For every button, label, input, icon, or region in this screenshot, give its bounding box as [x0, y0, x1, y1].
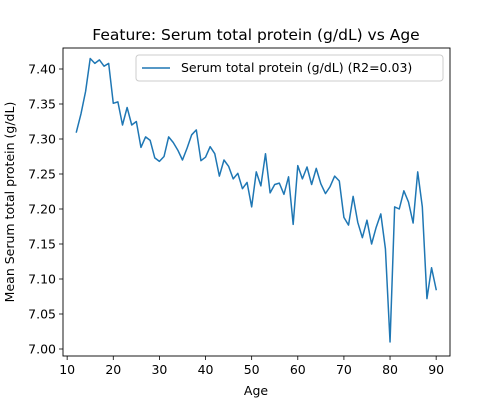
- x-tick-label: 60: [290, 362, 306, 377]
- y-tick-label: 7.25: [28, 167, 56, 182]
- y-tick-label: 7.10: [28, 272, 56, 287]
- series-layer: [75, 57, 438, 343]
- y-tick-label: 7.30: [28, 132, 56, 147]
- y-tick-label: 7.00: [28, 342, 56, 357]
- x-tick-label: 40: [198, 362, 214, 377]
- x-tick-label: 80: [382, 362, 398, 377]
- y-tick-label: 7.05: [28, 307, 56, 322]
- legend-box: [135, 54, 444, 82]
- x-tick-label: 10: [59, 362, 75, 377]
- x-tick-label: 30: [151, 362, 167, 377]
- x-axis: 10 20 30 40 50 60 70 80 90: [59, 356, 444, 377]
- x-tick-label: 70: [336, 362, 352, 377]
- x-tick-label: 90: [428, 362, 444, 377]
- y-tick-label: 7.35: [28, 97, 56, 112]
- x-axis-label: Age: [244, 383, 268, 398]
- y-tick-label: 7.20: [28, 202, 56, 217]
- series-line: [75, 57, 438, 343]
- x-tick-label: 20: [105, 362, 121, 377]
- plot-area-frame: [62, 47, 451, 357]
- y-tick-label: 7.40: [28, 62, 56, 77]
- y-axis: 7.00 7.05 7.10 7.15 7.20 7.25 7.30 7.35 7.40: [28, 62, 63, 357]
- y-tick-label: 7.15: [28, 237, 56, 252]
- legend: Serum total protein (g/dL) (R2=0.03): [135, 54, 444, 82]
- chart-title: Feature: Serum total protein (g/dL) vs A…: [92, 26, 419, 44]
- y-axis-label: Mean Serum total protein (g/dL): [2, 102, 17, 303]
- x-tick-label: 50: [244, 362, 260, 377]
- legend-entry-label: Serum total protein (g/dL) (R2=0.03): [181, 60, 412, 75]
